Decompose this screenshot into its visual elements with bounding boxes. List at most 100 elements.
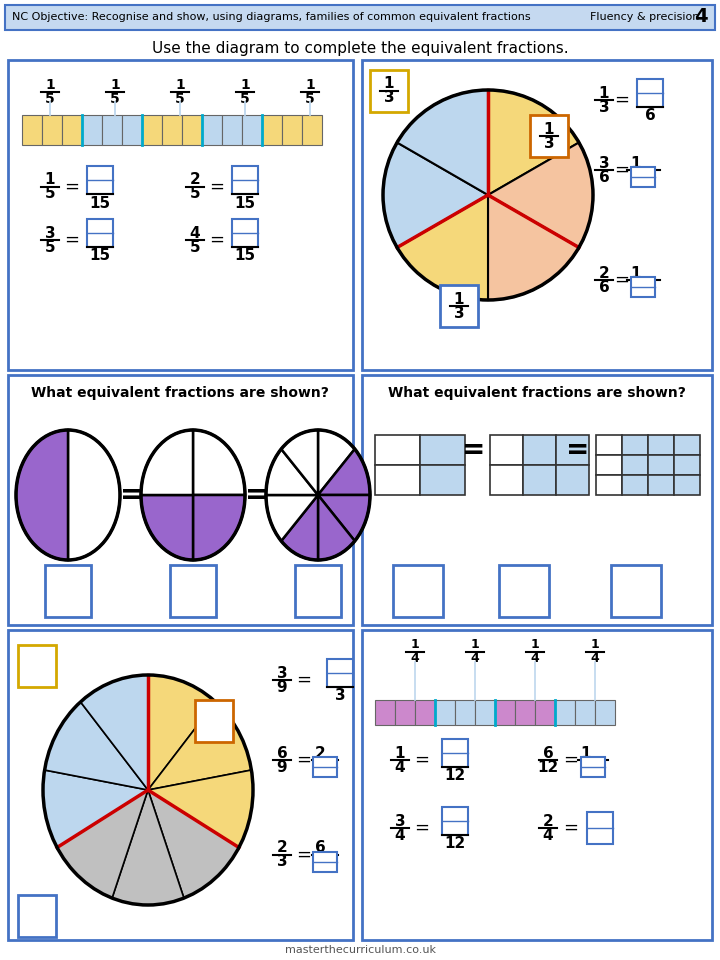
Bar [622,435,648,455]
Bar [555,700,575,725]
Polygon shape [488,142,593,248]
Text: =: = [462,436,486,464]
Text: =: = [65,231,79,249]
Bar [581,757,605,777]
Text: 1: 1 [209,707,220,722]
Bar [440,285,478,327]
Bar [475,700,495,725]
Text: =: = [297,751,312,769]
Text: What equivalent fractions are shown?: What equivalent fractions are shown? [388,386,686,400]
Bar [596,475,622,495]
Text: 5: 5 [189,186,200,202]
Bar [490,435,523,465]
Bar [42,115,62,145]
Polygon shape [81,675,148,790]
Polygon shape [266,495,318,541]
Text: 3: 3 [32,665,42,681]
Text: 4: 4 [531,653,539,665]
Bar [420,465,465,495]
Bar [523,465,556,495]
Bar [556,435,589,465]
Bar [674,455,700,475]
Bar [282,115,302,145]
Text: =: = [614,91,629,109]
Text: 9: 9 [276,680,287,694]
Text: Use the diagram to complete the equivalent fractions.: Use the diagram to complete the equivale… [152,40,568,56]
Bar [313,852,337,872]
Bar [8,630,353,940]
Text: 3: 3 [276,665,287,681]
Bar [262,115,282,145]
Text: 1: 1 [599,85,609,101]
Bar [242,115,262,145]
Bar [362,375,712,625]
Bar [595,700,615,725]
Bar [535,700,555,725]
Text: 1: 1 [110,78,120,92]
Polygon shape [148,770,253,848]
Text: 9: 9 [276,759,287,775]
Text: 5: 5 [189,239,200,254]
Polygon shape [148,702,251,790]
Polygon shape [193,430,245,495]
Text: 3: 3 [276,854,287,870]
Bar [611,565,661,617]
Text: 1: 1 [471,638,480,652]
Bar [455,700,475,725]
Polygon shape [57,790,148,898]
Bar [415,700,435,725]
Bar [631,277,655,297]
Bar [495,700,515,725]
Text: 6: 6 [276,746,287,760]
Text: =: = [297,671,312,689]
Text: 4: 4 [590,653,599,665]
Text: 15: 15 [235,196,256,210]
Text: What equivalent fractions are shown?: What equivalent fractions are shown? [31,386,329,400]
Text: 1: 1 [631,156,642,171]
Text: 1: 1 [581,746,591,760]
Bar [142,115,162,145]
Text: 2: 2 [276,841,287,855]
Text: 1: 1 [410,638,419,652]
Bar [170,565,216,617]
Bar [302,115,322,145]
Text: =: = [564,819,578,837]
Bar [420,435,465,465]
Polygon shape [141,430,193,495]
Bar [587,812,613,844]
Text: 5: 5 [240,92,250,106]
Polygon shape [266,449,318,495]
Text: 3: 3 [384,90,395,106]
Text: 2: 2 [543,813,554,828]
Text: 12: 12 [444,769,466,783]
Text: 15: 15 [89,249,111,263]
Bar [435,700,455,725]
Text: 6: 6 [598,279,609,295]
Text: 1: 1 [32,652,42,666]
Text: 2: 2 [189,173,200,187]
Text: =: = [564,751,578,769]
Text: 5: 5 [110,92,120,106]
Text: 3: 3 [599,156,609,171]
Bar [375,700,395,725]
Bar [362,630,712,940]
Bar [395,700,415,725]
Text: 1: 1 [32,901,42,917]
Polygon shape [318,449,370,495]
Text: 3: 3 [32,916,42,930]
Text: =: = [210,178,225,196]
Bar [195,700,233,742]
Bar [637,79,663,107]
Bar [648,435,674,455]
Polygon shape [318,430,355,495]
Bar [8,60,353,370]
Text: 3: 3 [454,305,464,321]
Polygon shape [282,430,318,495]
Text: 3: 3 [599,100,609,114]
Bar [575,700,595,725]
Bar [393,565,443,617]
Bar [648,455,674,475]
Polygon shape [148,790,239,898]
Text: 5: 5 [45,186,55,202]
Text: =: = [65,178,79,196]
